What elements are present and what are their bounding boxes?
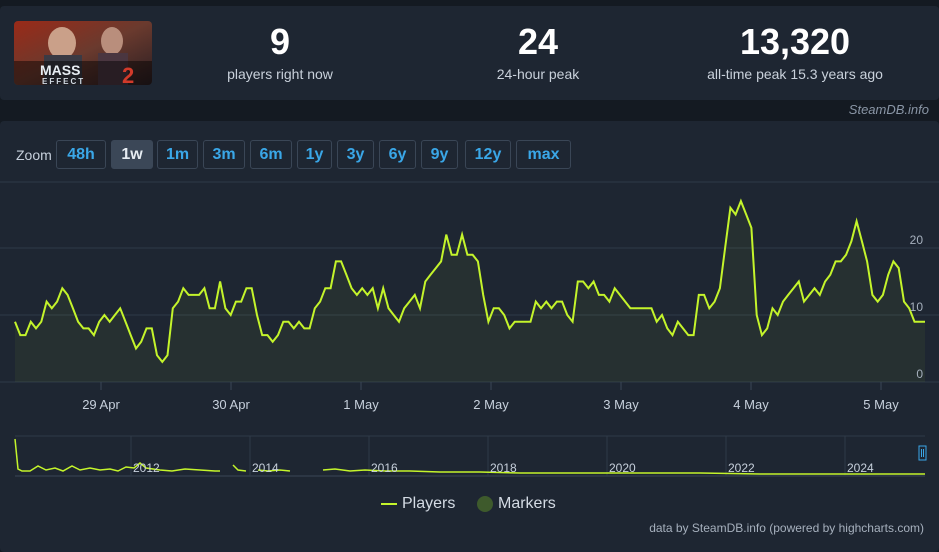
- navigator-year-label: 2024: [847, 461, 874, 475]
- y-axis-labels: 0 10 20: [910, 233, 924, 381]
- highcharts-credit[interactable]: data by SteamDB.info (powered by highcha…: [649, 521, 924, 535]
- peak-24h-value: 24: [517, 21, 559, 62]
- current-players-label: players right now: [227, 66, 333, 82]
- x-tick-label: 1 May: [343, 397, 379, 412]
- peak-24h-label: 24-hour peak: [496, 66, 580, 82]
- zoom-button-1m[interactable]: 1m: [157, 140, 198, 169]
- zoom-button-1w[interactable]: 1w: [111, 140, 153, 169]
- all-time-peak-label: all-time peak 15.3 years ago: [707, 66, 883, 82]
- navigator-year-label: 2018: [490, 461, 517, 475]
- stats-panel: MASS EFFECT 2 9 players right now 24 24-…: [0, 6, 939, 100]
- steamdb-credit-top[interactable]: SteamDB.info: [848, 102, 929, 117]
- navigator-line: [14, 438, 925, 475]
- x-tick-label: 30 Apr: [212, 397, 250, 412]
- zoom-button-6y[interactable]: 6y: [379, 140, 416, 169]
- navigator-grid: [15, 435, 925, 477]
- x-tick-label: 5 May: [863, 397, 899, 412]
- players-line[interactable]: [14, 198, 925, 364]
- game-cover-image: MASS EFFECT 2: [14, 21, 152, 85]
- navigator-year-label: 2014: [252, 461, 279, 475]
- zoom-button-3y[interactable]: 3y: [337, 140, 374, 169]
- chart-card: Zoom 48h 1w 1m 3m 6m 1y 3y 6y 9y 12y max 0 10 20 29 …: [0, 121, 939, 552]
- navigator-handle[interactable]: [918, 445, 927, 461]
- navigator-year-label: 2012: [133, 461, 160, 475]
- legend-players-label: Players: [402, 495, 456, 512]
- navigator[interactable]: 2012 2014 2016 2018 2020 2022 2024: [0, 433, 939, 483]
- legend-markers-dot-icon: [477, 496, 493, 512]
- legend-players[interactable]: Players: [381, 495, 455, 513]
- x-tick-label: 2 May: [473, 397, 509, 412]
- legend-markers-label: Markers: [498, 495, 556, 512]
- players-area: [15, 201, 925, 382]
- legend-markers[interactable]: Markers: [476, 495, 556, 513]
- zoom-button-1y[interactable]: 1y: [297, 140, 332, 169]
- zoom-button-12y[interactable]: 12y: [465, 140, 511, 169]
- navigator-year-label: 2016: [371, 461, 398, 475]
- zoom-button-9y[interactable]: 9y: [421, 140, 458, 169]
- current-players-value: 9: [269, 21, 291, 62]
- stat-24h-peak: 24 24-hour peak: [458, 21, 618, 83]
- x-axis-labels: 29 Apr 30 Apr 1 May 2 May 3 May 4 May 5 May: [82, 382, 899, 412]
- logo-text-effect: EFFECT: [42, 77, 85, 85]
- logo-text-number: 2: [122, 63, 134, 85]
- navigator-year-labels: 2012 2014 2016 2018 2020 2022 2024: [133, 461, 874, 475]
- chart-grid: [0, 181, 939, 383]
- main-chart[interactable]: 0 10 20 29 Apr 30 Apr 1 May 2 May 3 May 4 May 5 …: [0, 173, 939, 473]
- x-tick-label: 29 Apr: [82, 397, 120, 412]
- logo-text-mass: MASS: [40, 62, 80, 78]
- navigator-year-label: 2020: [609, 461, 636, 475]
- zoom-button-max[interactable]: max: [516, 140, 571, 169]
- navigator-year-label: 2022: [728, 461, 755, 475]
- x-tick-label: 4 May: [733, 397, 769, 412]
- all-time-peak-value: 13,320: [739, 21, 851, 62]
- y-tick-label: 10: [910, 300, 924, 314]
- x-tick-label: 3 May: [603, 397, 639, 412]
- y-tick-label: 20: [910, 233, 924, 247]
- zoom-label: Zoom: [16, 147, 52, 163]
- stat-current-players: 9 players right now: [200, 21, 360, 83]
- zoom-button-6m[interactable]: 6m: [250, 140, 292, 169]
- game-logo[interactable]: MASS EFFECT 2: [14, 21, 152, 85]
- stat-all-time-peak: 13,320 all-time peak 15.3 years ago: [685, 21, 905, 83]
- zoom-button-3m[interactable]: 3m: [203, 140, 245, 169]
- legend-players-line-icon: [381, 503, 397, 505]
- zoom-button-48h[interactable]: 48h: [56, 140, 106, 169]
- y-tick-label: 0: [916, 367, 923, 381]
